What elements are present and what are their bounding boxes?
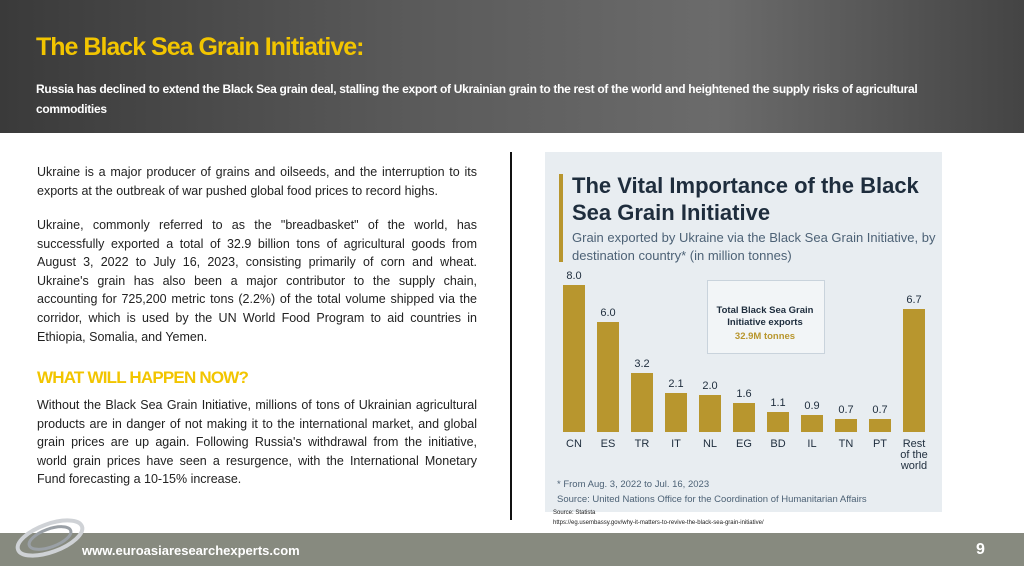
chart-title: The Vital Importance of the Black Sea Gr… xyxy=(572,173,919,225)
value-label: 3.2 xyxy=(634,358,650,371)
chart-subtitle: Grain exported by Ukraine via the Black … xyxy=(572,230,936,263)
section-heading: WHAT WILL HAPPEN NOW? xyxy=(37,368,249,387)
value-label: 0.9 xyxy=(804,400,820,413)
category-label: Rest of the world xyxy=(900,438,928,472)
value-label: 6.7 xyxy=(906,293,922,306)
category-label: PT xyxy=(872,438,888,450)
bar xyxy=(563,285,585,432)
category-label: ES xyxy=(600,438,616,450)
chart-source: Source: United Nations Office for the Co… xyxy=(557,494,867,505)
category-label: NL xyxy=(702,438,718,450)
page-number: 9 xyxy=(976,541,985,558)
value-label: 1.6 xyxy=(736,387,752,400)
value-label: 6.0 xyxy=(600,306,616,319)
logo xyxy=(15,518,85,558)
image-source: Source: Statista xyxy=(553,510,596,516)
slide-subtitle: Russia has declined to extend the Black … xyxy=(36,82,918,116)
category-label: TR xyxy=(634,438,650,450)
bar xyxy=(665,393,687,432)
slide-title: The Black Sea Grain Initiative: xyxy=(36,33,364,61)
annotation-text: Total Black Sea Grain Initiative exports xyxy=(716,305,814,328)
accent-bar xyxy=(559,174,563,262)
category-label: EG xyxy=(736,438,752,450)
footer-bar xyxy=(0,533,1024,566)
bar xyxy=(733,402,755,432)
bar xyxy=(699,395,721,432)
bar xyxy=(631,373,653,432)
value-label: 0.7 xyxy=(872,404,888,417)
bar xyxy=(903,308,925,432)
value-label: 0.7 xyxy=(838,404,854,417)
chart: The Vital Importance of the Black Sea Gr… xyxy=(545,152,942,512)
value-label: 8.0 xyxy=(566,270,582,282)
bar xyxy=(835,419,857,432)
annotation-box xyxy=(707,280,825,354)
annotation-value: 32.9M tonnes xyxy=(734,331,796,342)
header-banner xyxy=(0,0,1024,133)
bar xyxy=(801,415,823,432)
bar xyxy=(597,321,619,432)
value-label: 2.1 xyxy=(668,378,684,391)
paragraph: Ukraine, commonly referred to as the "br… xyxy=(37,218,477,344)
value-label: 2.0 xyxy=(702,380,718,393)
category-label: BD xyxy=(770,438,786,450)
footnote: * From Aug. 3, 2022 to Jul. 16, 2023 xyxy=(557,479,710,490)
category-label: IT xyxy=(671,438,681,450)
category-label: TN xyxy=(838,438,854,450)
image-url: https://eg.usembassy.gov/why-it-matters-… xyxy=(553,520,764,526)
paragraph: Ukraine is a major producer of grains an… xyxy=(37,165,477,198)
paragraph: Without the Black Sea Grain Initiative, … xyxy=(37,398,477,487)
bar xyxy=(869,419,891,432)
category-label: CN xyxy=(566,438,582,450)
divider xyxy=(510,152,512,520)
value-label: 1.1 xyxy=(770,396,786,409)
website[interactable]: www.euroasiaresearchexperts.com xyxy=(82,543,300,558)
bar xyxy=(767,411,789,432)
category-label: IL xyxy=(807,438,817,450)
